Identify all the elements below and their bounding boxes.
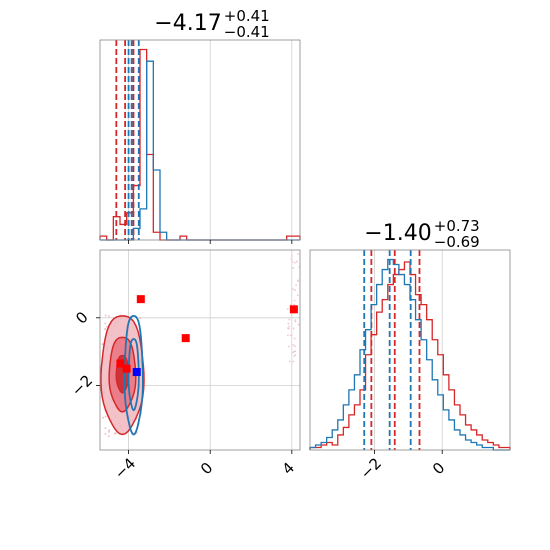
outlier-sample-24 [294,350,297,352]
sample-point-52 [102,416,104,419]
outlier-sample-37 [295,284,298,287]
outlier-sample-35 [290,258,293,260]
right-marginal-title-upper-error: +0.73 [434,217,480,235]
right-marginal-title-value: −1.40 [364,221,431,246]
sample-point-75 [104,427,107,429]
joint-xtick-label-0: −4 [111,454,139,482]
outlier-sample-14 [296,294,299,297]
outlier-sample-31 [293,261,296,264]
marker-5 [132,368,141,377]
outlier-sample-4 [294,319,297,322]
outlier-sample-38 [287,334,289,337]
contour-series-1-level-0 [123,314,144,436]
marker-4 [122,364,131,373]
joint-ytick-label-0: −2 [68,371,96,399]
outlier-sample-28 [288,360,291,363]
contour-series-1-level-1 [127,338,140,412]
outlier-sample-34 [294,320,297,323]
joint-ytick-label-1: 0 [72,308,91,327]
outlier-sample-11 [289,334,292,337]
outlier-sample-19 [293,337,296,340]
sample-point-65 [107,435,110,438]
outlier-sample-16 [292,343,295,346]
outlier-sample-39 [288,325,291,328]
top-marginal-title-lower-error: −0.41 [224,23,270,41]
marginal-panel-param-2: −2 0 [309,249,511,483]
outlier-sample-12 [287,322,290,325]
outlier-sample-7 [296,260,298,263]
outlier-sample-1 [288,318,291,321]
outlier-sample-30 [297,279,300,282]
marginal-panel-param-1 [99,39,301,244]
sample-point-47 [104,314,107,317]
sample-point-111 [104,415,107,418]
outlier-sample-26 [292,288,294,291]
joint-plot-area [100,253,300,438]
sample-point-114 [114,432,117,434]
sample-point-56 [108,430,110,433]
sample-point-81 [106,325,108,328]
outlier-sample-17 [292,327,295,330]
outlier-sample-29 [297,253,299,255]
top-marginal-title-value: −4.17 [154,11,221,36]
outlier-sample-13 [291,254,293,257]
outlier-sample-8 [292,267,295,270]
outlier-sample-36 [294,345,296,348]
sample-point-21 [104,322,107,325]
joint-xtick-label-1: 0 [197,459,216,478]
right-marginal-title-lower-error: −0.69 [434,233,480,251]
sample-point-11 [139,317,142,319]
marker-3 [116,359,125,368]
sample-point-57 [104,432,107,435]
marker-1 [289,305,298,314]
marker-0 [136,295,145,304]
outlier-sample-33 [294,354,297,356]
sample-point-74 [104,328,107,330]
sample-point-10 [108,429,111,432]
outlier-sample-21 [292,350,295,353]
joint-xtick-label-2: 4 [279,459,298,478]
right-marginal-xtick-label-1: 0 [429,459,448,478]
outlier-sample-5 [287,345,290,348]
sample-point-16 [108,315,110,318]
outlier-sample-22 [286,308,289,310]
joint-panel: −4 0 4 −2 0 [68,249,301,483]
sample-point-69 [101,343,104,346]
joint-frame [99,249,301,451]
marker-2 [181,334,190,343]
outlier-sample-3 [293,303,296,306]
right-marginal-frame [309,249,511,451]
right-marginal-hist-series-1 [309,258,510,451]
outlier-sample-23 [292,360,295,363]
outlier-sample-6 [291,260,294,263]
outlier-sample-20 [294,289,296,292]
outlier-sample-10 [297,323,300,326]
outlier-sample-0 [293,299,296,302]
top-marginal-frame [99,39,301,241]
right-marginal-xtick-label-0: −2 [357,454,385,482]
top-marginal-background [100,40,300,240]
panel-titles: −4.17 +0.41−0.41 −1.40 +0.73−0.69 [154,7,479,251]
outlier-sample-32 [287,327,289,330]
top-marginal-title-upper-error: +0.41 [224,7,270,25]
